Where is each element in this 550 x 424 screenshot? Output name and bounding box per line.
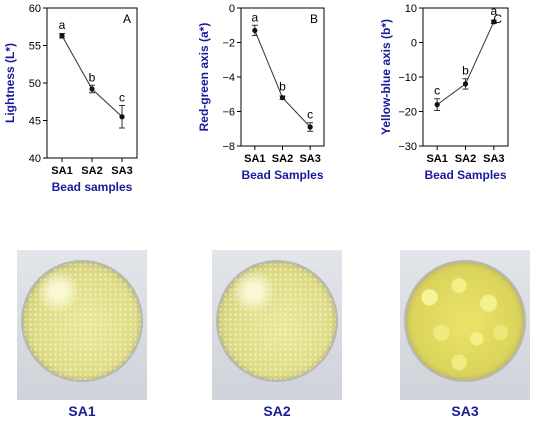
- panel-c-ytick-label: −10: [398, 72, 417, 84]
- panel-b-data-point: [252, 27, 258, 34]
- panel-c-xtick-label: SA2: [455, 153, 476, 165]
- panel-a-significance-letter: b: [89, 70, 96, 84]
- panel-c-ytick-label: −30: [398, 141, 417, 153]
- panel-c-panel-letter: C: [493, 12, 502, 26]
- panel-b-xtick-label: SA1: [244, 153, 265, 165]
- panel-a-ytick-label: 60: [29, 3, 41, 15]
- panel-a-data-point: [119, 114, 125, 120]
- panel-a-xtick-label: SA1: [51, 165, 72, 177]
- photo-sa1: [17, 250, 147, 400]
- panel-b-significance-letter: a: [251, 10, 258, 24]
- panel-b-significance-letter: c: [307, 108, 313, 122]
- panel-b-ylabel: Red-green axis (a*): [197, 23, 211, 132]
- panel-b-data-point: [307, 124, 313, 130]
- panel-c-data-point: [491, 19, 497, 25]
- photo-sa2: [212, 250, 342, 400]
- panel-b-ytick-label: −4: [222, 72, 235, 84]
- panel-c-data-point: [434, 102, 440, 108]
- panel-a-ytick-label: 55: [29, 41, 41, 53]
- petri-dish-sa3: [404, 260, 526, 382]
- panel-b-significance-letter: b: [279, 80, 286, 94]
- panel-c-data-point: [462, 81, 469, 87]
- panel-b-ytick-label: 0: [229, 3, 235, 15]
- panel-c-ytick-label: 10: [405, 3, 417, 15]
- panel-c-significance-letter: b: [462, 64, 469, 78]
- panel-a-ytick-label: 40: [29, 153, 41, 165]
- panel-a-significance-letter: c: [119, 91, 125, 105]
- panel-a-xtick-label: SA2: [81, 165, 102, 177]
- panel-c-ytick-label: −20: [398, 107, 417, 119]
- panel-b-ytick-label: −8: [222, 141, 235, 153]
- panel-b-xlabel: Bead Samples: [241, 168, 323, 182]
- panel-c-significance-letter: a: [490, 4, 497, 18]
- panel-a-data-point: [59, 33, 65, 39]
- panel-a-ylabel: Lightness (L*): [3, 43, 17, 123]
- panel-b-xtick-label: SA3: [299, 153, 320, 165]
- figure-charts: 40 45 50 55 60 SA1 SA2 SA3 Bead samples Lightness…: [3, 3, 509, 194]
- panel-a-ytick-label: 50: [29, 78, 41, 90]
- photo-label-sa2: SA2: [263, 403, 291, 419]
- petri-dish-sa1: [21, 260, 143, 382]
- panel-b-xtick-label: SA2: [272, 153, 293, 165]
- panel-b-panel-letter: B: [310, 12, 318, 26]
- panel-a-data-point: [89, 86, 95, 92]
- photo-label-sa3: SA3: [451, 403, 479, 419]
- panel-a-ytick-label: 45: [29, 116, 41, 128]
- panel-b-data-point: [279, 95, 286, 101]
- photo-sa3: [400, 250, 530, 400]
- panel-c-significance-letter: c: [434, 84, 440, 98]
- panel-c-xlabel: Bead Samples: [424, 168, 506, 182]
- panel-a-significance-letter: a: [59, 18, 66, 32]
- panel-a-xtick-label: SA3: [111, 165, 132, 177]
- panel-c-xtick-label: SA3: [483, 153, 504, 165]
- photo-label-sa1: SA1: [68, 403, 96, 419]
- petri-dish-sa2: [216, 260, 338, 382]
- panel-c-ylabel: Yellow-blue axis (b*): [379, 19, 393, 135]
- panel-b-ytick-label: −2: [222, 38, 235, 50]
- panel-a-xlabel: Bead samples: [52, 180, 133, 194]
- panel-a-panel-letter: A: [123, 12, 131, 26]
- panel-b-ytick-label: −6: [222, 107, 235, 119]
- panel-c-ytick-label: 0: [411, 38, 417, 50]
- panel-c-xtick-label: SA1: [426, 153, 447, 165]
